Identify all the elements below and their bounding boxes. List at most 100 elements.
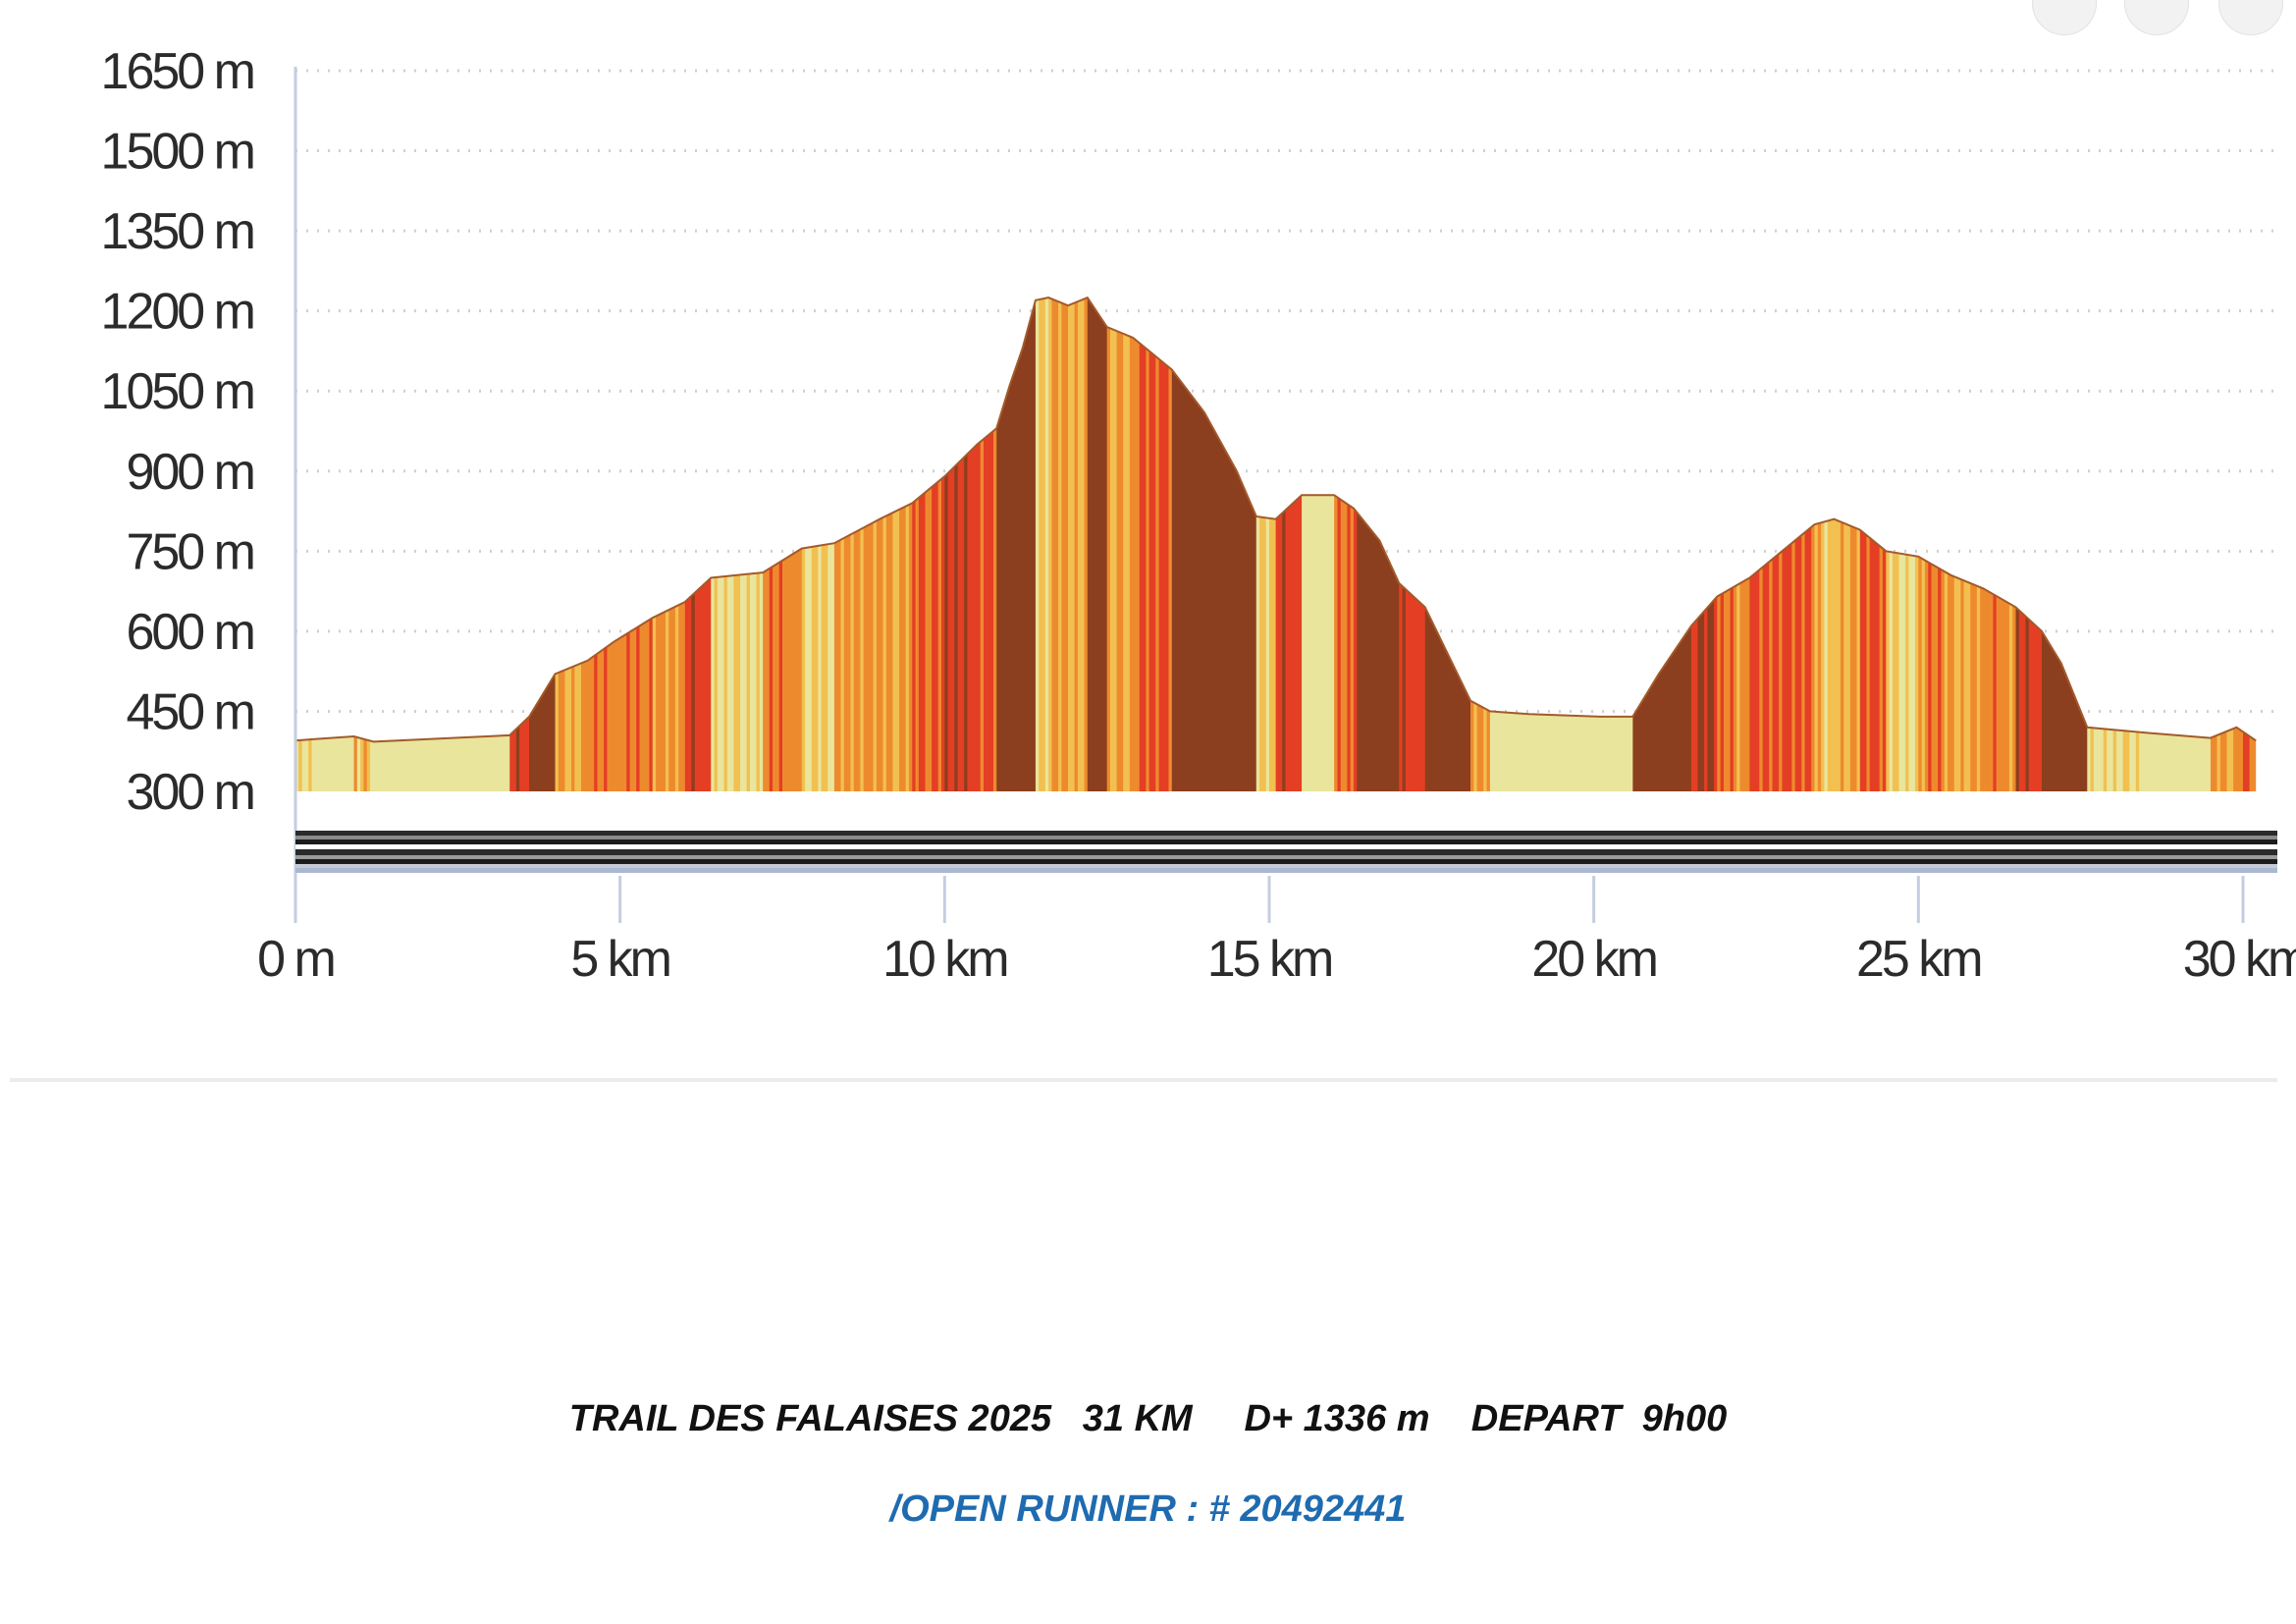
- openrunner-link[interactable]: /OPEN RUNNER : # 20492441: [889, 1489, 1407, 1530]
- slope-segment: [2155, 298, 2160, 791]
- slope-segment: [1610, 298, 1615, 791]
- slope-segment: [1148, 298, 1153, 791]
- slope-segment: [1866, 298, 1871, 791]
- slope-segment: [344, 298, 348, 791]
- slope-segment: [1198, 298, 1202, 791]
- slope-segment: [2077, 298, 2082, 791]
- slope-segment: [328, 298, 332, 791]
- slope-segment: [1596, 298, 1601, 791]
- slope-segment: [1103, 298, 1108, 791]
- slope-segment: [989, 298, 994, 791]
- slope-segment: [431, 298, 436, 791]
- slope-segment: [331, 298, 336, 791]
- slope-segment: [454, 298, 458, 791]
- slope-segment: [843, 298, 848, 791]
- slope-segment: [386, 298, 391, 791]
- slope-segment: [2129, 298, 2134, 791]
- slope-segment: [1288, 298, 1293, 791]
- slope-segment: [535, 298, 540, 791]
- slope-segment: [493, 298, 498, 791]
- slope-segment: [1171, 298, 1176, 791]
- slope-segment: [1583, 298, 1588, 791]
- slope-segment: [448, 298, 453, 791]
- slope-segment: [922, 298, 927, 791]
- slope-segment: [1334, 298, 1339, 791]
- slope-segment: [1265, 298, 1270, 791]
- slope-segment: [503, 298, 507, 791]
- slope-segment: [2164, 298, 2169, 791]
- slope-segment: [1161, 298, 1166, 791]
- slope-segment: [1019, 298, 1024, 791]
- slope-segment: [1568, 298, 1573, 791]
- slope-segment: [830, 298, 835, 791]
- slope-segment: [1233, 298, 1238, 791]
- slope-segment: [967, 298, 972, 791]
- slope-segment: [2162, 298, 2166, 791]
- slope-segment: [1314, 298, 1319, 791]
- slope-segment: [947, 298, 952, 791]
- slope-segment: [1479, 298, 1484, 791]
- slope-segment: [1344, 298, 1348, 791]
- slope-segment: [1217, 298, 1221, 791]
- slope-segment: [1503, 298, 1507, 791]
- slope-segment: [405, 298, 410, 791]
- slope-segment: [2233, 298, 2237, 791]
- slope-segment: [1470, 298, 1474, 791]
- slope-segment: [1054, 298, 1059, 791]
- slope-segment: [428, 298, 433, 791]
- slope-segment: [1571, 298, 1575, 791]
- elevation-area: [295, 298, 2257, 791]
- slope-segment: [1824, 298, 1829, 791]
- slope-segment: [1522, 298, 1526, 791]
- slope-segment: [1525, 298, 1530, 791]
- slope-segment: [1143, 298, 1147, 791]
- slope-segment: [1837, 298, 1842, 791]
- slope-segment: [2149, 298, 2154, 791]
- slope-segment: [1246, 298, 1251, 791]
- slope-segment: [347, 298, 351, 791]
- slope-segment: [1376, 298, 1381, 791]
- slope-segment: [1240, 298, 1245, 791]
- slope-segment: [1831, 298, 1835, 791]
- slope-segment: [1638, 298, 1643, 791]
- slope-segment: [301, 298, 306, 791]
- slope-segment: [1464, 298, 1468, 791]
- slope-segment: [1168, 298, 1173, 791]
- slope-segment: [470, 298, 475, 791]
- slope-segment: [1207, 298, 1212, 791]
- slope-segment: [960, 298, 965, 791]
- slope-segment: [2184, 298, 2189, 791]
- slope-segment: [1337, 298, 1342, 791]
- slope-segment: [2093, 298, 2098, 791]
- slope-segment: [863, 298, 868, 791]
- slope-segment: [1032, 298, 1037, 791]
- scrollbar-band: [295, 836, 2277, 839]
- slope-segment: [1616, 298, 1621, 791]
- slope-segment: [445, 298, 450, 791]
- slope-segment: [1645, 298, 1650, 791]
- slope-segment: [2167, 298, 2172, 791]
- y-tick-label: 1350 m: [101, 203, 253, 260]
- slope-segment: [1347, 298, 1352, 791]
- slope-segment: [435, 298, 440, 791]
- slope-segment: [1489, 298, 1494, 791]
- slope-segment: [2177, 298, 2182, 791]
- slope-segment: [847, 298, 852, 791]
- slope-segment: [2174, 298, 2179, 791]
- slope-segment: [2142, 298, 2147, 791]
- slope-segment: [393, 298, 398, 791]
- slope-segment: [1506, 298, 1511, 791]
- scrollbar-band: [295, 831, 2277, 836]
- slope-segment: [1113, 298, 1118, 791]
- x-tick-label: 30 km: [2183, 931, 2296, 988]
- slope-segment: [1535, 298, 1540, 791]
- slope-segment: [2216, 298, 2221, 791]
- slope-segment: [373, 298, 378, 791]
- slope-segment: [2070, 298, 2075, 791]
- slope-segment: [902, 298, 907, 791]
- slope-segment: [1513, 298, 1517, 791]
- range-scrollbar[interactable]: [295, 831, 2277, 873]
- slope-segment: [1255, 298, 1260, 791]
- slope-segment: [1119, 298, 1124, 791]
- slope-segment: [1327, 298, 1332, 791]
